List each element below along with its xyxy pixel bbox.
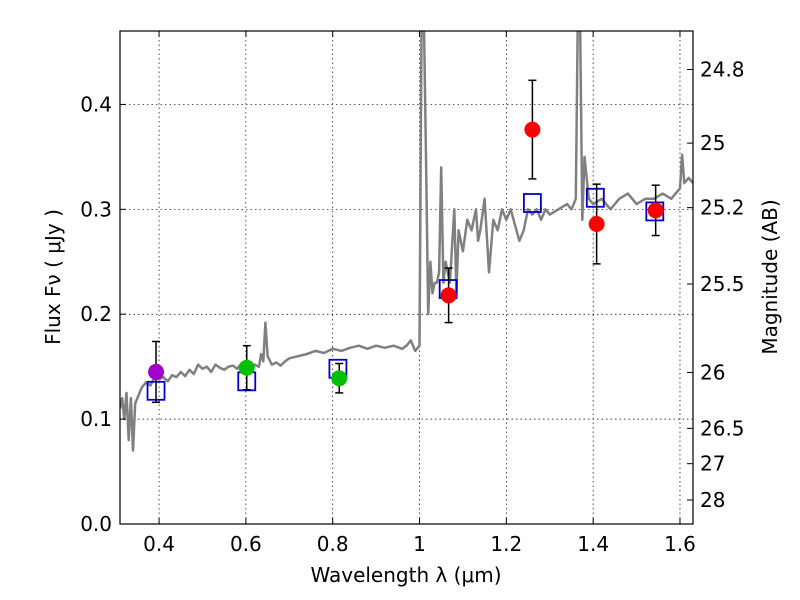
x-tick-label: 0.6 <box>230 532 262 556</box>
observed-flux-point <box>148 363 165 380</box>
x-tick-label: 1 <box>413 532 426 556</box>
right-axis-label: Magnitude (AB) <box>758 199 782 354</box>
tick-marks: 0.4 0.6 0.8 1 1.2 1.4 1.6 0.0 0.1 0.2 0.3 0.4 24.8 25… <box>80 31 745 556</box>
right-tick-label: 25 <box>700 131 725 155</box>
right-tick-label: 26.5 <box>700 416 745 440</box>
observed-flux-point <box>331 370 348 387</box>
plot-frame <box>119 30 694 525</box>
x-tick-label: 0.4 <box>143 532 175 556</box>
y-tick-label: 0.0 <box>80 512 112 536</box>
right-tick-label: 25.2 <box>700 196 745 220</box>
y-tick-label: 0.3 <box>80 197 112 221</box>
observed-flux-point <box>524 121 541 138</box>
grid-lines <box>120 31 693 525</box>
x-tick-label: 1.4 <box>577 532 609 556</box>
observed-flux-point <box>588 216 605 233</box>
model-photometry-square <box>585 187 605 208</box>
model-spectrum-line <box>120 31 693 452</box>
x-tick-label: 1.2 <box>490 532 522 556</box>
observed-flux-point <box>238 359 255 376</box>
x-tick-label: 0.8 <box>317 532 349 556</box>
observed-flux-point <box>647 202 664 219</box>
model-photometry-square <box>522 193 542 213</box>
right-tick-label: 24.8 <box>700 57 745 81</box>
y-tick-label: 0.1 <box>80 407 112 431</box>
y-axis-label: Flux Fν ( μJy ) <box>41 209 65 345</box>
right-tick-label: 28 <box>700 488 725 512</box>
y-tick-label: 0.2 <box>80 302 112 326</box>
right-tick-label: 26 <box>700 360 725 384</box>
x-axis-label: Wavelength λ (μm) <box>310 563 501 587</box>
right-tick-label: 27 <box>700 452 725 476</box>
observed-flux-point <box>440 287 457 304</box>
y-tick-label: 0.4 <box>80 92 112 116</box>
right-tick-label: 25.5 <box>700 272 745 296</box>
plot-area <box>120 31 693 452</box>
x-tick-label: 1.6 <box>664 532 696 556</box>
